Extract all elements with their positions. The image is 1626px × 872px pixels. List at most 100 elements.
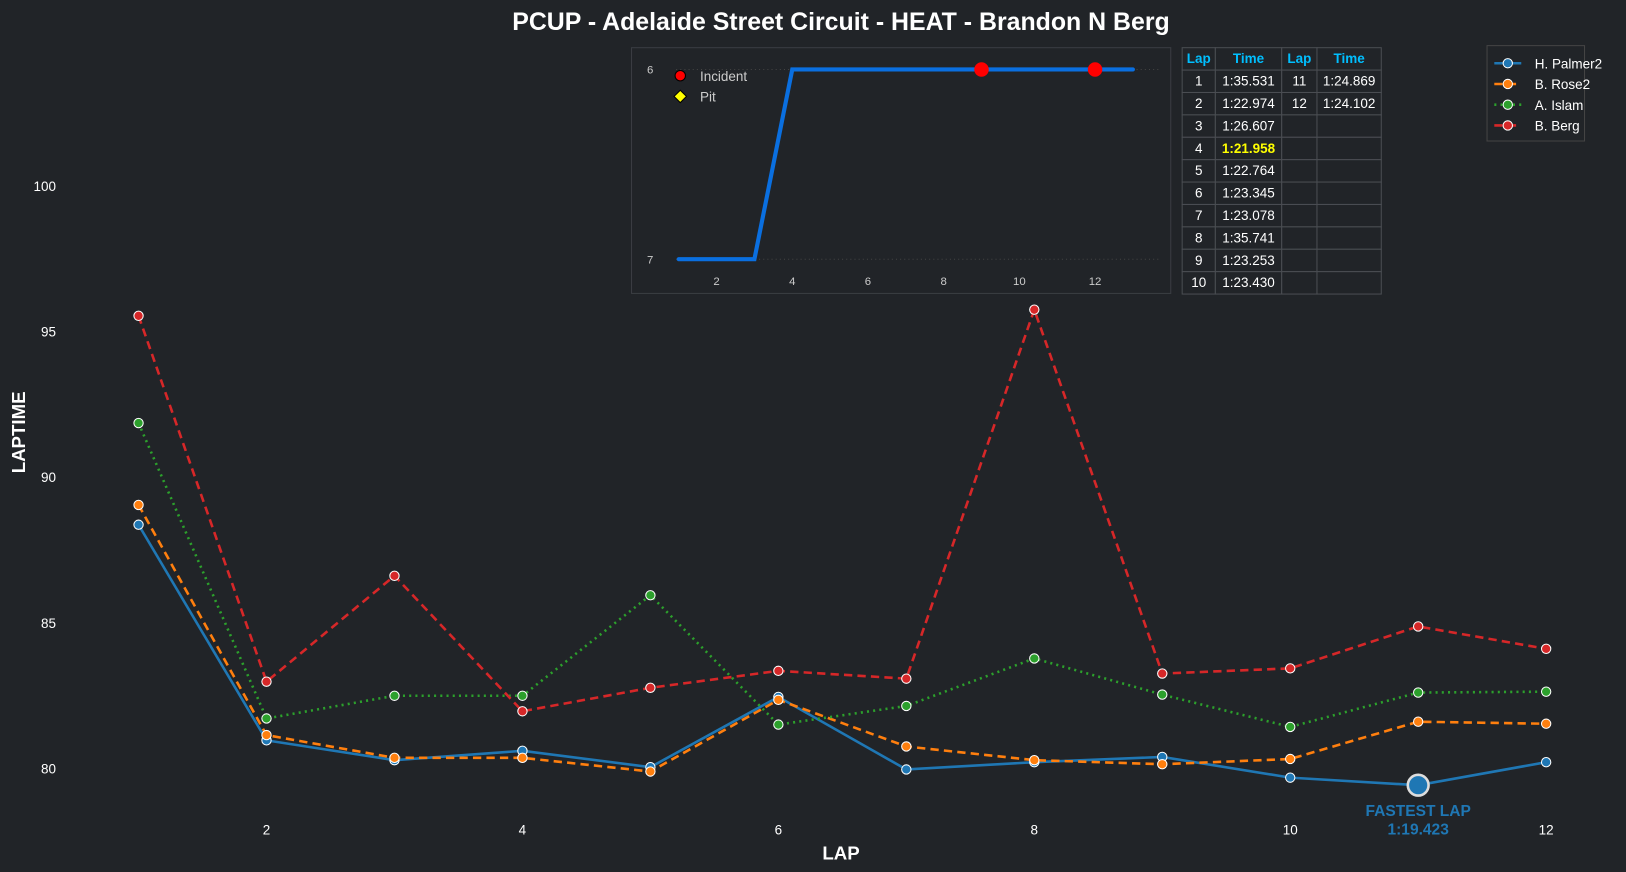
lap-time-table: Lap Time Lap Time 1 1:35.531 11 1:24.869 2 1:22.9… bbox=[1181, 47, 1382, 295]
data-point bbox=[389, 690, 400, 701]
table-cell bbox=[1316, 159, 1382, 183]
incident-legend-icon bbox=[674, 69, 686, 82]
table-cell-text: 12 bbox=[1292, 96, 1307, 111]
data-point bbox=[1285, 772, 1296, 783]
table-cell bbox=[1281, 159, 1318, 183]
table-cell-text: 7 bbox=[1195, 208, 1203, 223]
data-point bbox=[133, 417, 144, 429]
y-axis-label: LAPTIME bbox=[8, 391, 29, 473]
data-point bbox=[645, 590, 656, 601]
data-point bbox=[1285, 721, 1296, 733]
series-line bbox=[137, 524, 1547, 787]
data-point bbox=[645, 766, 656, 777]
data-point bbox=[517, 706, 528, 717]
table-cell-text: 1:35.531 bbox=[1222, 74, 1274, 89]
y-tick-label: 90 bbox=[41, 470, 56, 485]
y-tick-label: 85 bbox=[41, 616, 56, 631]
inset-x-tick: 6 bbox=[865, 276, 871, 288]
table-cell-text: 1 bbox=[1195, 74, 1203, 89]
y-tick-label: 100 bbox=[34, 179, 56, 194]
inset-x-tick: 10 bbox=[1013, 276, 1026, 288]
data-point bbox=[1029, 653, 1040, 664]
table-cell-text: 1:23.345 bbox=[1222, 186, 1274, 201]
data-point bbox=[1540, 718, 1552, 729]
series-line bbox=[137, 504, 1547, 773]
table-cell bbox=[1316, 248, 1382, 273]
data-point bbox=[1029, 304, 1040, 315]
data-point bbox=[1413, 716, 1424, 727]
series-line bbox=[137, 305, 1547, 713]
data-point bbox=[1540, 643, 1552, 654]
data-point bbox=[1540, 686, 1552, 697]
legend-label: B. Berg bbox=[1535, 119, 1580, 134]
data-point bbox=[1413, 621, 1424, 632]
table-cell-text: 1:26.607 bbox=[1222, 118, 1274, 133]
series-b-berg bbox=[133, 304, 1552, 717]
table-cell-text: 1:23.430 bbox=[1222, 275, 1274, 290]
legend-marker bbox=[1502, 120, 1513, 131]
inset-x-tick: 2 bbox=[713, 276, 719, 288]
table-cell-text: 1:22.974 bbox=[1222, 96, 1275, 111]
y-tick-label: 95 bbox=[41, 324, 56, 339]
table-header-text: Time bbox=[1334, 51, 1366, 66]
legend-label: H. Palmer2 bbox=[1535, 56, 1602, 71]
table-cell bbox=[1316, 114, 1382, 138]
chart-title: PCUP - Adelaide Street Circuit - HEAT - … bbox=[512, 8, 1169, 36]
series-line bbox=[137, 422, 1547, 729]
x-tick-label: 2 bbox=[263, 823, 271, 838]
legend-marker bbox=[1502, 78, 1513, 90]
position-inset: 6 7 2 4 6 8 10 12 Incident Pit bbox=[631, 47, 1172, 294]
table-cell-text: 10 bbox=[1191, 275, 1206, 290]
data-point bbox=[1540, 757, 1552, 768]
series-a-islam bbox=[133, 417, 1552, 733]
table-cell-text: 9 bbox=[1195, 253, 1203, 268]
inset-y-tick: 7 bbox=[647, 254, 653, 266]
table-cell bbox=[1316, 136, 1382, 161]
x-tick-label: 12 bbox=[1539, 823, 1554, 838]
data-point bbox=[517, 690, 528, 701]
table-cell bbox=[1316, 203, 1382, 228]
table-cell-text: 1:35.741 bbox=[1222, 230, 1274, 245]
series-b-rose2 bbox=[133, 499, 1552, 777]
table-cell bbox=[1316, 226, 1382, 250]
legend: H. Palmer2 B. Rose2 A. Islam B. Berg bbox=[1486, 45, 1602, 142]
table-cell bbox=[1281, 226, 1318, 250]
x-axis-label: LAP bbox=[822, 843, 859, 864]
data-point bbox=[901, 700, 912, 712]
table-cell bbox=[1281, 114, 1318, 138]
table-cell-text: 1:22.764 bbox=[1222, 163, 1275, 178]
table-cell-text: 2 bbox=[1195, 96, 1203, 111]
data-point bbox=[261, 676, 272, 687]
data-point bbox=[1285, 753, 1296, 765]
table-header-text: Lap bbox=[1187, 51, 1211, 66]
table-cell-text: 5 bbox=[1195, 163, 1203, 178]
data-point bbox=[901, 673, 912, 684]
data-point bbox=[517, 752, 528, 764]
data-point bbox=[773, 694, 784, 706]
table-cell-text: 1:23.078 bbox=[1222, 208, 1274, 223]
table-header-text: Lap bbox=[1287, 51, 1311, 66]
incident-marker bbox=[974, 62, 989, 77]
inset-x-tick: 4 bbox=[789, 276, 795, 288]
table-cell bbox=[1281, 271, 1318, 295]
axis-ticks: 2 4 6 8 10 12 80 85 90 95 100 bbox=[34, 179, 1554, 838]
data-point bbox=[389, 570, 400, 581]
legend-label: B. Rose2 bbox=[1535, 77, 1590, 92]
table-cell-text: 8 bbox=[1195, 230, 1203, 245]
table-cell-text: 6 bbox=[1195, 186, 1203, 201]
table-cell bbox=[1281, 248, 1318, 273]
data-point bbox=[773, 665, 784, 677]
table-cell bbox=[1281, 203, 1318, 228]
incident-legend-label: Incident bbox=[700, 69, 747, 84]
table-cell-text: 4 bbox=[1195, 141, 1203, 156]
data-point bbox=[1029, 754, 1040, 766]
table-cell-text: 1:24.102 bbox=[1323, 96, 1375, 111]
incident-marker bbox=[1087, 62, 1103, 77]
table-cell bbox=[1316, 181, 1382, 205]
data-point bbox=[133, 499, 144, 511]
data-point bbox=[901, 741, 912, 752]
fastest-lap-annotation: FASTEST LAP 1:19.423 bbox=[1365, 773, 1471, 839]
legend-marker bbox=[1502, 99, 1513, 110]
x-tick-label: 10 bbox=[1283, 823, 1298, 838]
